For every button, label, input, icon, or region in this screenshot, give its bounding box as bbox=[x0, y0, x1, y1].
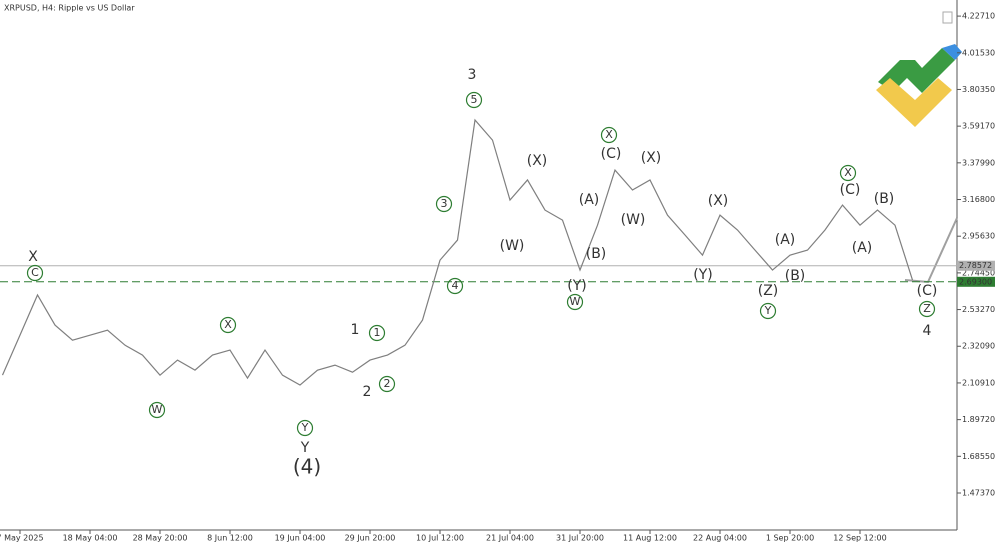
y-tick-label: 3.37990 bbox=[962, 158, 995, 167]
wave-label: X bbox=[844, 166, 852, 179]
corner-button[interactable] bbox=[942, 11, 953, 24]
price-line bbox=[1, 118, 914, 386]
wave-circle bbox=[435, 195, 453, 213]
wave-label: 4 bbox=[923, 323, 932, 339]
wave-circle bbox=[296, 419, 314, 437]
x-tick-label: 22 Aug 04:00 bbox=[693, 534, 747, 543]
wave-circle bbox=[368, 324, 386, 342]
wave-label: 1 bbox=[351, 322, 360, 338]
wave-label: (A) bbox=[775, 232, 796, 248]
wave-label: (Y) bbox=[693, 267, 712, 283]
y-tick-label: 3.16800 bbox=[962, 195, 995, 204]
y-tick-label: 2.10910 bbox=[962, 378, 995, 387]
wave-label: (B) bbox=[785, 268, 806, 284]
x-tick-label: 8 Jun 12:00 bbox=[207, 534, 253, 543]
wave-label: (X) bbox=[527, 153, 548, 169]
wave-label: (W) bbox=[621, 212, 646, 228]
wave-label: Y bbox=[301, 421, 309, 434]
wave-circle bbox=[148, 401, 166, 419]
x-tick-label: 21 Jul 04:00 bbox=[486, 534, 534, 543]
y-tick-label: 3.59170 bbox=[962, 122, 995, 131]
price-level-label: 2.78572 bbox=[959, 261, 992, 270]
y-tick-label: 2.95630 bbox=[962, 232, 995, 241]
wave-label: 2 bbox=[384, 377, 391, 390]
wave-circle bbox=[378, 375, 396, 393]
wave-label: (Y) bbox=[567, 278, 586, 294]
y-tick-label: 2.53270 bbox=[962, 305, 995, 314]
wave-label: X bbox=[605, 128, 613, 141]
y-tick-label: 1.47370 bbox=[962, 488, 995, 497]
x-tick-label: 29 Jun 20:00 bbox=[345, 534, 396, 543]
x-tick-label: 18 May 04:00 bbox=[63, 534, 118, 543]
wave-label: (A) bbox=[579, 192, 600, 208]
x-tick-label: 11 Aug 12:00 bbox=[623, 534, 677, 543]
x-tick-label: 1 Sep 20:00 bbox=[766, 534, 814, 543]
wave-label: (A) bbox=[852, 240, 873, 256]
wave-label: Y bbox=[764, 304, 772, 317]
x-tick-label: 12 Sep 12:00 bbox=[833, 534, 886, 543]
wave-label: (4) bbox=[293, 455, 321, 479]
wave-label: (Z) bbox=[758, 283, 779, 299]
wave-label: X bbox=[28, 249, 38, 265]
wave-label: (X) bbox=[641, 150, 662, 166]
logo bbox=[876, 44, 962, 127]
wave-circle bbox=[566, 293, 584, 311]
wave-label: 3 bbox=[468, 67, 477, 83]
wave-label: 4 bbox=[452, 279, 459, 292]
wave-label: (C) bbox=[601, 146, 622, 162]
x-tick-label: 7 May 2025 bbox=[0, 534, 44, 543]
price-level-label: 2.69300 bbox=[959, 277, 992, 286]
y-tick-label: 2.32090 bbox=[962, 342, 995, 351]
x-tick-label: 28 May 20:00 bbox=[133, 534, 188, 543]
wave-circle bbox=[839, 164, 857, 182]
wave-label: (C) bbox=[840, 182, 861, 198]
wave-label: X bbox=[224, 318, 232, 331]
wave-circle bbox=[446, 277, 464, 295]
wave-label: 3 bbox=[441, 197, 448, 210]
x-tick-label: 10 Jul 12:00 bbox=[416, 534, 464, 543]
y-tick-label: 2.74450 bbox=[962, 268, 995, 277]
wave-label: W bbox=[570, 295, 581, 308]
wave-label: 1 bbox=[374, 326, 381, 339]
wave-circle bbox=[918, 300, 936, 318]
x-tick-label: 19 Jun 04:00 bbox=[275, 534, 326, 543]
wave-label: (X) bbox=[708, 193, 729, 209]
x-tick-label: 31 Jul 20:00 bbox=[556, 534, 604, 543]
wave-label: (B) bbox=[586, 246, 607, 262]
wave-label: (C) bbox=[917, 283, 938, 299]
wave-label: C bbox=[31, 266, 39, 279]
price-level-box bbox=[957, 260, 995, 271]
price-level-box bbox=[957, 276, 995, 287]
y-tick-label: 3.80350 bbox=[962, 85, 995, 94]
wave-label: Z bbox=[923, 302, 931, 315]
wave-circle bbox=[465, 91, 483, 109]
y-tick-label: 1.68550 bbox=[962, 452, 995, 461]
wave-circle bbox=[26, 264, 44, 282]
wave-label: W bbox=[152, 403, 163, 416]
chart-title: XRPUSD, H4: Ripple vs US Dollar bbox=[4, 4, 135, 13]
y-tick-label: 4.22710 bbox=[962, 12, 995, 21]
wave-label: (W) bbox=[500, 238, 525, 254]
wave-circle bbox=[759, 302, 777, 320]
wave-circle bbox=[600, 126, 618, 144]
wave-label: Y bbox=[300, 440, 310, 456]
wave-circle bbox=[219, 316, 237, 334]
y-tick-label: 4.01530 bbox=[962, 48, 995, 57]
wave-label: 2 bbox=[363, 384, 372, 400]
y-tick-label: 1.89720 bbox=[962, 415, 995, 424]
wave-label: 5 bbox=[471, 93, 478, 106]
wave-label: (B) bbox=[874, 191, 895, 207]
